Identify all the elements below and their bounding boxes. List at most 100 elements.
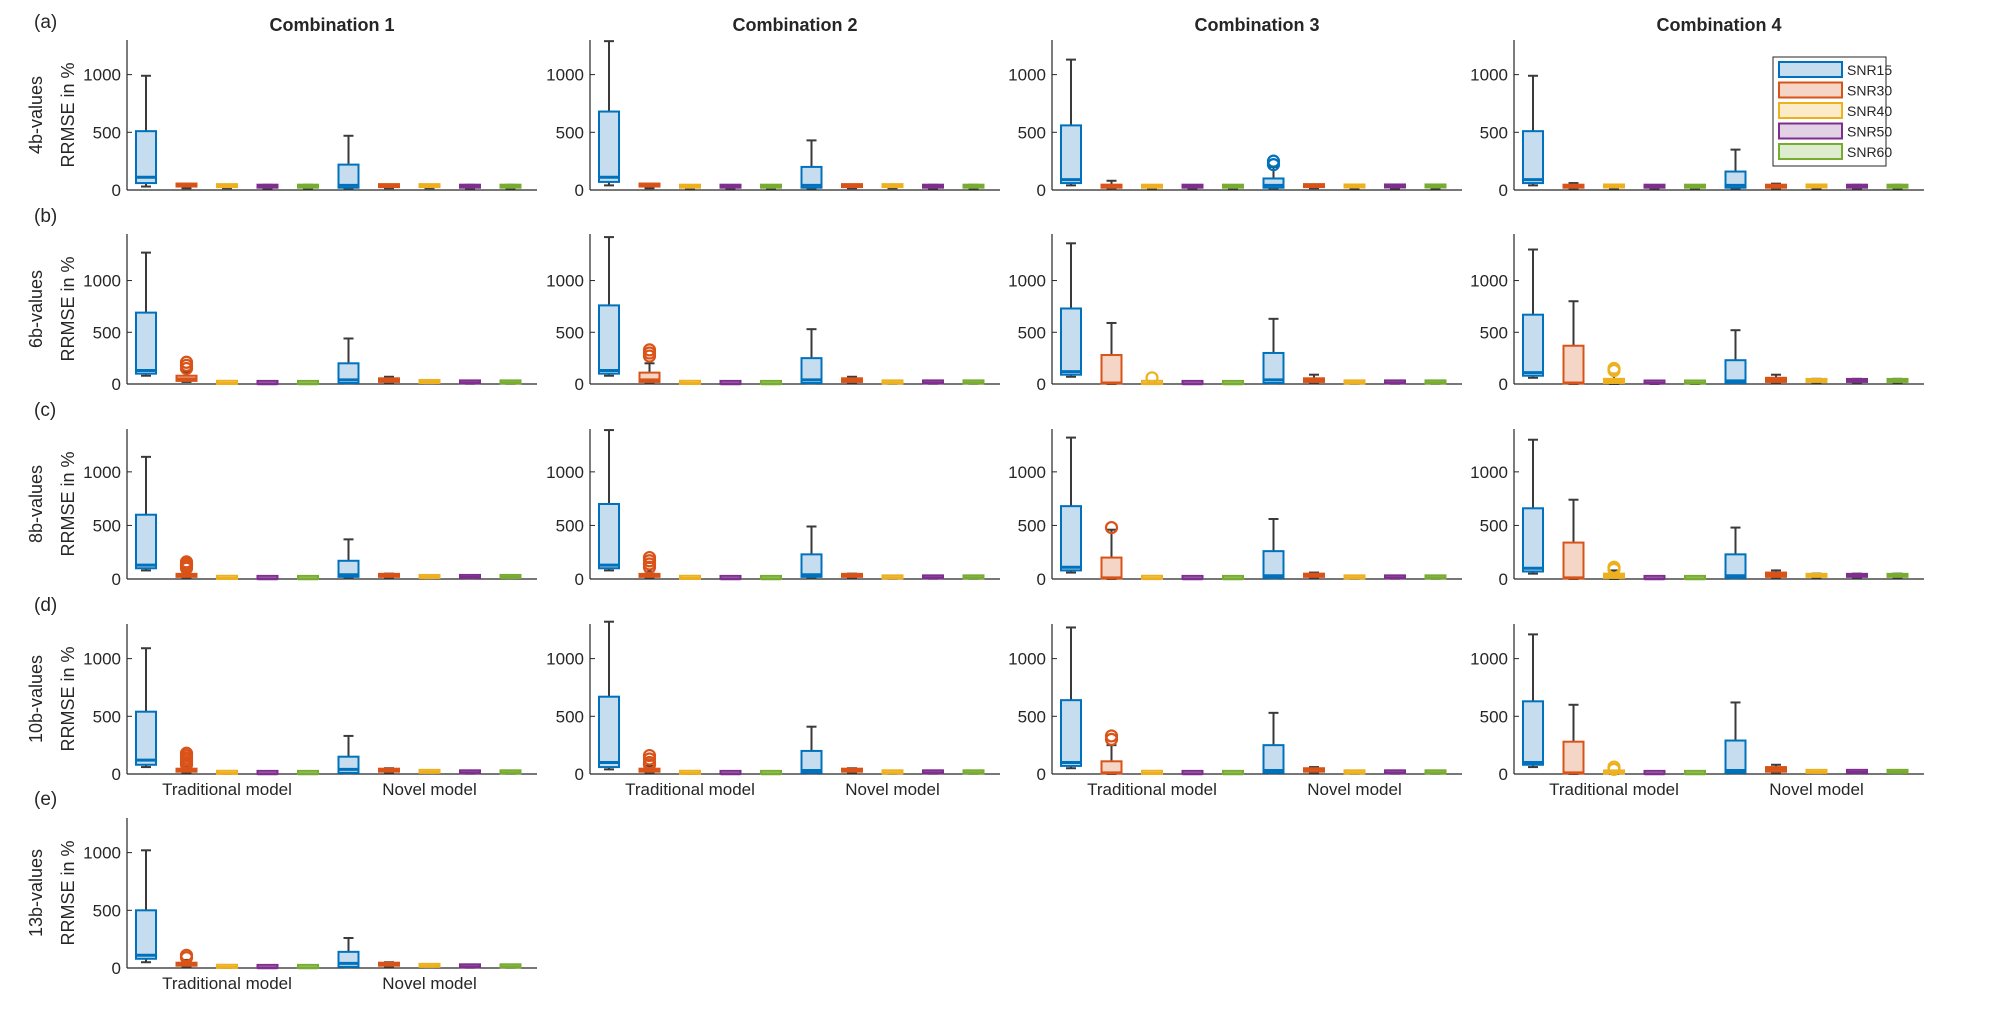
y-tick-label: 1000 [83,463,121,482]
outlier-point [179,361,194,376]
box [1522,130,1544,185]
legend-swatch [1778,102,1843,119]
row-tag: (a) [34,12,57,33]
box [1262,744,1285,774]
y-axis-label: 6b-values [26,270,46,348]
y-tick-label: 0 [1499,181,1508,200]
x-group-label: Traditional model [162,974,292,993]
y-tick-label: 1000 [1008,272,1046,291]
x-group-label: Novel model [845,780,940,799]
box [598,503,620,570]
y-tick-label: 1000 [83,844,121,863]
box [800,165,823,189]
box [1262,351,1285,384]
x-group-label: Novel model [382,780,477,799]
y-tick-label: 500 [93,901,121,920]
box [1724,359,1747,384]
x-group-label: Novel model [1307,780,1402,799]
outlier-point [1145,371,1159,385]
column-title: Combination 2 [733,15,858,35]
outlier-point [1607,562,1621,576]
legend-swatch [1778,61,1843,78]
x-group-label: Novel model [1769,780,1864,799]
outlier-point [1607,363,1621,378]
y-tick-label: 1000 [1008,463,1046,482]
y-tick-label: 0 [1499,375,1508,394]
y-axis-label-units: RRMSE in % [58,451,78,556]
y-tick-label: 500 [556,123,584,142]
box [598,304,620,375]
y-tick-label: 0 [1037,181,1046,200]
box [1522,313,1544,377]
y-tick-label: 1000 [546,650,584,669]
outlier-point [179,561,194,575]
box [1522,700,1544,766]
box [1562,541,1585,580]
y-tick-label: 1000 [1470,66,1508,85]
legend-swatch [1778,81,1843,99]
y-tick-label: 0 [1499,570,1508,589]
box [1724,553,1747,579]
box [1060,124,1082,185]
box [1060,699,1082,767]
y-axis-label-units: RRMSE in % [58,256,78,361]
y-tick-label: 1000 [1470,463,1508,482]
y-tick-label: 0 [575,181,584,200]
outlier-point [642,758,657,772]
y-tick-label: 0 [575,570,584,589]
y-tick-label: 500 [93,516,121,535]
legend-label: SNR15 [1847,62,1892,78]
y-tick-label: 500 [1480,323,1508,342]
y-tick-label: 500 [1480,707,1508,726]
y-tick-label: 1000 [1470,272,1508,291]
y-tick-label: 1000 [83,272,121,291]
column-title: Combination 1 [270,15,395,35]
box [1724,739,1747,774]
box [337,362,360,384]
box [1562,740,1585,775]
column-title: Combination 4 [1657,15,1782,35]
box [800,553,823,578]
y-tick-label: 1000 [83,66,121,85]
row-tag: (d) [34,595,57,616]
y-tick-label: 0 [112,375,121,394]
row-tag: (e) [34,789,57,810]
y-tick-label: 0 [112,181,121,200]
legend-label: SNR50 [1847,124,1892,140]
x-group-label: Traditional model [162,780,292,799]
y-tick-label: 1000 [546,463,584,482]
box [1100,354,1123,385]
y-tick-label: 0 [1037,375,1046,394]
y-tick-label: 500 [1480,516,1508,535]
y-tick-label: 0 [1037,570,1046,589]
box [638,371,661,383]
box [135,513,157,570]
legend-swatch [1778,122,1843,140]
x-group-label: Traditional model [1087,780,1217,799]
box [1060,307,1082,376]
legend-swatch [1778,143,1843,160]
y-tick-label: 1000 [1470,650,1508,669]
y-axis-label: 4b-values [26,76,46,154]
y-tick-label: 500 [1018,707,1046,726]
row-tag: (b) [34,206,57,227]
box [1562,344,1585,385]
y-tick-label: 0 [1499,765,1508,784]
y-tick-label: 500 [1018,123,1046,142]
box [800,357,823,384]
y-tick-label: 500 [93,323,121,342]
y-tick-label: 500 [93,123,121,142]
outlier-point [642,560,657,574]
y-axis-label-units: RRMSE in % [58,62,78,167]
box [800,749,823,774]
y-tick-label: 0 [112,765,121,784]
outlier-point [179,951,194,965]
y-tick-label: 0 [575,375,584,394]
y-tick-label: 0 [575,765,584,784]
y-axis-label: 10b-values [26,655,46,743]
box [135,710,157,766]
x-group-label: Traditional model [625,780,755,799]
y-tick-label: 0 [112,570,121,589]
y-axis-label-units: RRMSE in % [58,840,78,945]
legend-label: SNR40 [1847,103,1892,119]
